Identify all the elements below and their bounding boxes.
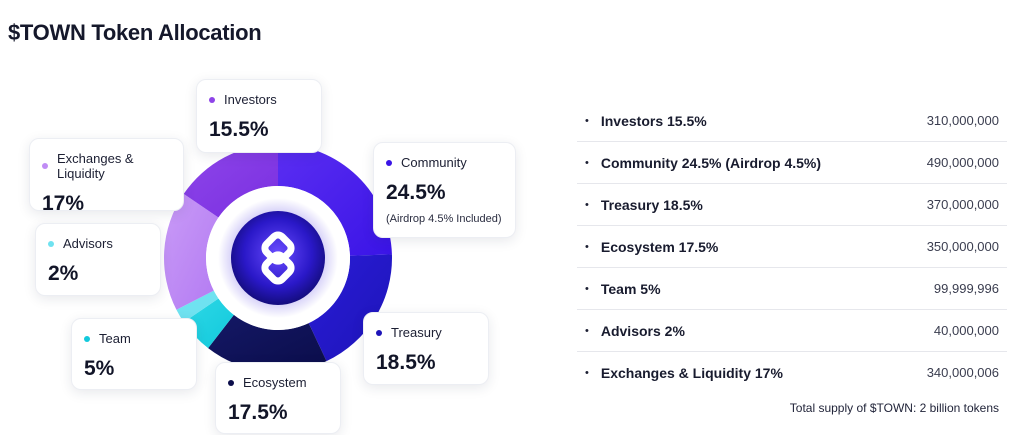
treasury-dot [376,329,382,336]
allocation-table: • Investors 15.5% 310,000,000 • Communit… [577,100,1007,393]
callout-value: 2% [48,262,79,285]
slice-community [278,144,392,256]
callout-label: Advisors [63,236,113,251]
row-amount: 310,000,000 [926,113,999,128]
investors-dot [209,96,215,103]
community-dot [386,159,392,166]
slice-treasury [308,254,393,362]
callout-label: Exchanges & Liquidity [57,151,134,181]
row-amount: 40,000,000 [933,323,999,338]
row-bullet: • [585,324,589,337]
row-amount: 490,000,000 [926,155,999,170]
ecosystem-dot [228,379,234,386]
row-bullet: • [585,156,589,169]
row-bullet: • [585,366,589,379]
row-amount: 340,000,006 [926,365,999,380]
slice-advisors [176,290,219,323]
row-bullet: • [585,198,589,211]
row-amount: 99,999,996 [933,281,999,296]
row-label: Advisors 2% [600,322,685,339]
table-row: • Advisors 2% 40,000,000 [577,310,1007,352]
page-title: $TOWN Token Allocation [8,20,262,45]
callout-team: Team 5% [71,318,197,390]
exchanges-dot [42,163,48,169]
total-supply-note: Total supply of $TOWN: 2 billion tokens [789,401,999,415]
callout-community: Community 24.5% (Airdrop 4.5% Included) [373,142,516,238]
row-label: Exchanges & Liquidity 17% [600,364,783,381]
table-row: • Treasury 18.5% 370,000,000 [577,184,1007,226]
row-label: Treasury 18.5% [600,196,703,213]
table-row: • Investors 15.5% 310,000,000 [577,100,1007,142]
callout-ecosystem: Ecosystem 17.5% [215,362,341,434]
callout-value: 15.5% [209,118,269,141]
callout-label: Team [99,331,131,346]
callout-note: (Airdrop 4.5% Included) [386,213,502,225]
row-amount: 350,000,000 [926,239,999,254]
row-label: Investors 15.5% [600,112,707,129]
callout-label: Ecosystem [243,375,307,390]
callout-treasury: Treasury 18.5% [363,312,489,385]
callout-value: 5% [84,357,115,380]
row-label: Community 24.5% (Airdrop 4.5%) [600,154,822,171]
callout-investors: Investors 15.5% [196,79,322,153]
row-bullet: • [585,114,589,127]
callout-value: 17% [42,192,85,215]
callout-value: 17.5% [228,401,288,424]
row-amount: 370,000,000 [926,197,999,212]
callout-exchanges-liquidity: Exchanges & Liquidity 17% [29,138,184,215]
callout-advisors: Advisors 2% [35,223,161,296]
row-label: Ecosystem 17.5% [600,238,719,255]
team-dot [84,335,90,342]
advisors-dot [48,240,54,247]
slice-exchanges-liquidity [164,193,219,310]
center-logo [206,186,350,330]
callout-label: Treasury [391,325,442,340]
table-row: • Community 24.5% (Airdrop 4.5%) 490,000… [577,142,1007,184]
table-row: • Ecosystem 17.5% 350,000,000 [577,226,1007,268]
callout-value: 18.5% [376,351,436,374]
callout-value: 24.5% [386,181,446,204]
row-bullet: • [585,282,589,295]
row-bullet: • [585,240,589,253]
slice-investors [183,144,278,218]
town-logo-mark [261,231,295,285]
row-label: Team 5% [600,280,661,297]
slice-ecosystem [208,314,327,372]
callout-label: Community [401,155,467,170]
callout-label: Investors [224,92,277,107]
table-row: • Exchanges & Liquidity 17% 340,000,006 [577,352,1007,393]
table-row: • Team 5% 99,999,996 [577,268,1007,310]
